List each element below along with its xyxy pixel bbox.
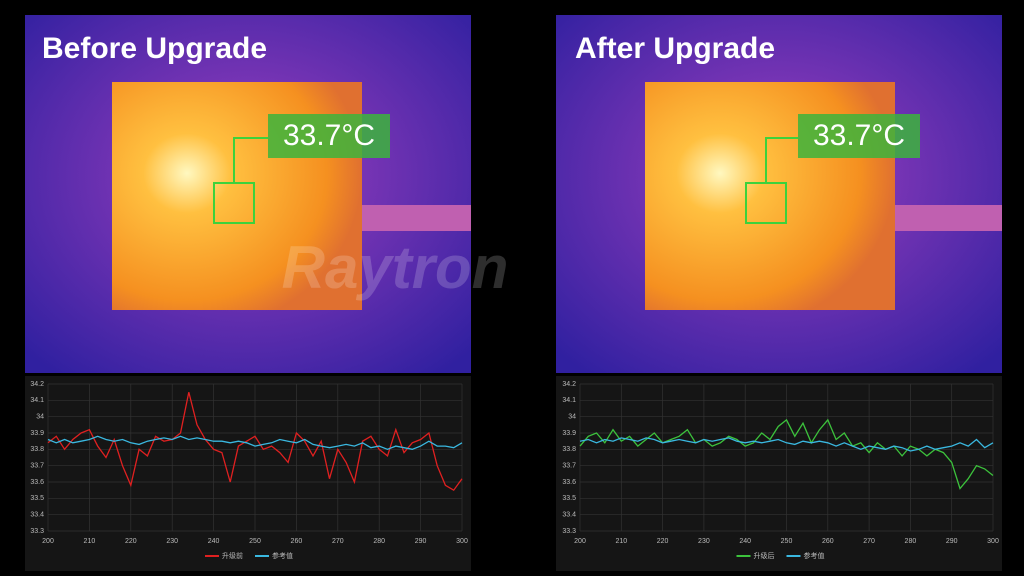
y-tick-label: 34.2 (30, 381, 44, 388)
series-line (579, 437, 994, 452)
y-tick-label: 33.7 (562, 463, 576, 470)
y-tick-label: 33.6 (30, 479, 44, 486)
x-tick-label: 300 (987, 538, 999, 545)
x-tick-label: 260 (822, 538, 834, 545)
y-tick-label: 33.5 (562, 495, 576, 502)
y-tick-label: 33.5 (30, 495, 44, 502)
y-tick-label: 33.8 (30, 446, 44, 453)
x-tick-label: 300 (456, 538, 468, 545)
y-tick-label: 33.9 (30, 430, 44, 437)
legend-label: 升级前 (222, 551, 243, 560)
x-tick-label: 280 (373, 538, 385, 545)
y-tick-label: 34.2 (562, 381, 576, 388)
x-tick-label: 270 (332, 538, 344, 545)
panel-title: After Upgrade (575, 32, 775, 65)
x-tick-label: 230 (166, 538, 178, 545)
x-tick-label: 250 (249, 538, 261, 545)
thermal-image-before: 33.7°C Before Upgrade (25, 15, 471, 373)
x-tick-label: 290 (415, 538, 427, 545)
temperature-label: 33.7°C (813, 119, 905, 152)
y-tick-label: 34.1 (30, 397, 44, 404)
y-tick-label: 33.4 (30, 512, 44, 519)
y-tick-label: 34 (568, 414, 576, 421)
series-line (47, 435, 463, 450)
y-tick-label: 34.1 (562, 397, 576, 404)
x-tick-label: 270 (863, 538, 875, 545)
legend-label: 参考值 (272, 551, 293, 560)
x-tick-label: 280 (905, 538, 917, 545)
series-line (47, 392, 463, 492)
thermal-image-after: 33.7°C After Upgrade (556, 15, 1002, 373)
y-tick-label: 33.7 (30, 463, 44, 470)
y-tick-label: 33.3 (30, 528, 44, 535)
y-tick-label: 33.4 (562, 512, 576, 519)
legend-label: 升级后 (754, 551, 775, 560)
temperature-label: 33.7°C (283, 119, 375, 152)
x-tick-label: 210 (615, 538, 627, 545)
chart-panel (25, 376, 471, 571)
x-tick-label: 240 (739, 538, 751, 545)
x-tick-label: 290 (946, 538, 958, 545)
x-tick-label: 230 (698, 538, 710, 545)
x-tick-label: 220 (657, 538, 669, 545)
y-tick-label: 33.8 (562, 446, 576, 453)
x-tick-label: 250 (781, 538, 793, 545)
y-tick-label: 33.6 (562, 479, 576, 486)
x-tick-label: 220 (125, 538, 137, 545)
x-tick-label: 200 (574, 538, 586, 545)
x-tick-label: 240 (208, 538, 220, 545)
panel-title: Before Upgrade (42, 32, 267, 65)
series-line (579, 418, 994, 490)
chart-panel (556, 376, 1002, 571)
y-tick-label: 34 (36, 414, 44, 421)
x-tick-label: 210 (84, 538, 96, 545)
x-tick-label: 260 (291, 538, 303, 545)
watermark: Raytron (282, 234, 509, 301)
legend-label: 参考值 (804, 551, 825, 560)
x-tick-label: 200 (42, 538, 54, 545)
y-tick-label: 33.3 (562, 528, 576, 535)
y-tick-label: 33.9 (562, 430, 576, 437)
